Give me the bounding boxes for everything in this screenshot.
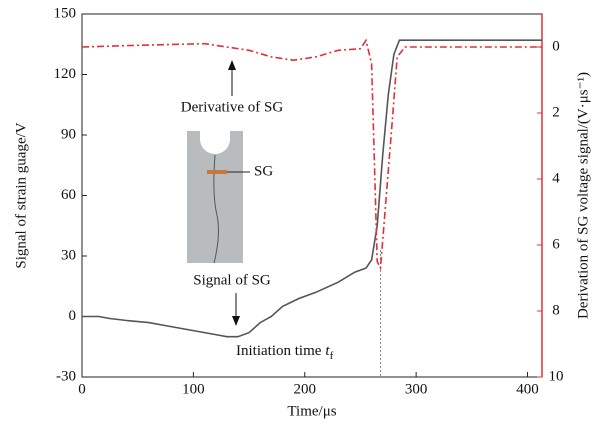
x-axis-label: Time/μs	[287, 403, 336, 419]
initiation-t: t	[325, 343, 330, 359]
initiation-label: Initiation time tf	[236, 343, 334, 361]
y2-tick-label: 10	[549, 368, 564, 384]
y2-tick-label: 6	[552, 236, 560, 252]
y-tick-label: 120	[54, 66, 77, 82]
crack	[213, 154, 219, 264]
y2-tick-label: 2	[552, 104, 560, 120]
x-tick-label: 0	[78, 381, 86, 397]
series-line	[82, 39, 542, 338]
y2-tick-label: 0	[552, 38, 560, 54]
y-tick-label: 0	[69, 308, 77, 324]
initiation-text: Initiation time	[236, 343, 322, 359]
y2-tick-label: 4	[552, 170, 560, 186]
x-tick-label: 200	[294, 381, 317, 397]
series-label: Signal of SG	[193, 272, 271, 288]
x-tick-label: 400	[516, 381, 539, 397]
notch	[200, 131, 230, 154]
y-tick-label: 30	[61, 247, 76, 263]
y-tick-label: -30	[56, 368, 76, 384]
x-tick-label: 100	[182, 381, 205, 397]
arrowhead	[228, 60, 236, 70]
y-axis-label: Signal of strain guage/V	[13, 122, 29, 268]
y-tick-label: 60	[61, 187, 76, 203]
arrowhead	[232, 316, 240, 326]
sg-label: SG	[254, 163, 273, 179]
initiation-sub: f	[330, 350, 334, 362]
y-tick-label: 90	[61, 126, 76, 142]
series-label: Derivative of SG	[181, 99, 284, 115]
x-tick-label: 300	[405, 381, 428, 397]
y2-tick-label: 8	[552, 302, 560, 318]
y2-axis-label: Derivation of SG voltage signal/(V·μs⁻¹)	[575, 72, 591, 319]
y-tick-label: 150	[54, 5, 77, 21]
gauge	[207, 170, 227, 174]
series-line	[81, 38, 542, 272]
